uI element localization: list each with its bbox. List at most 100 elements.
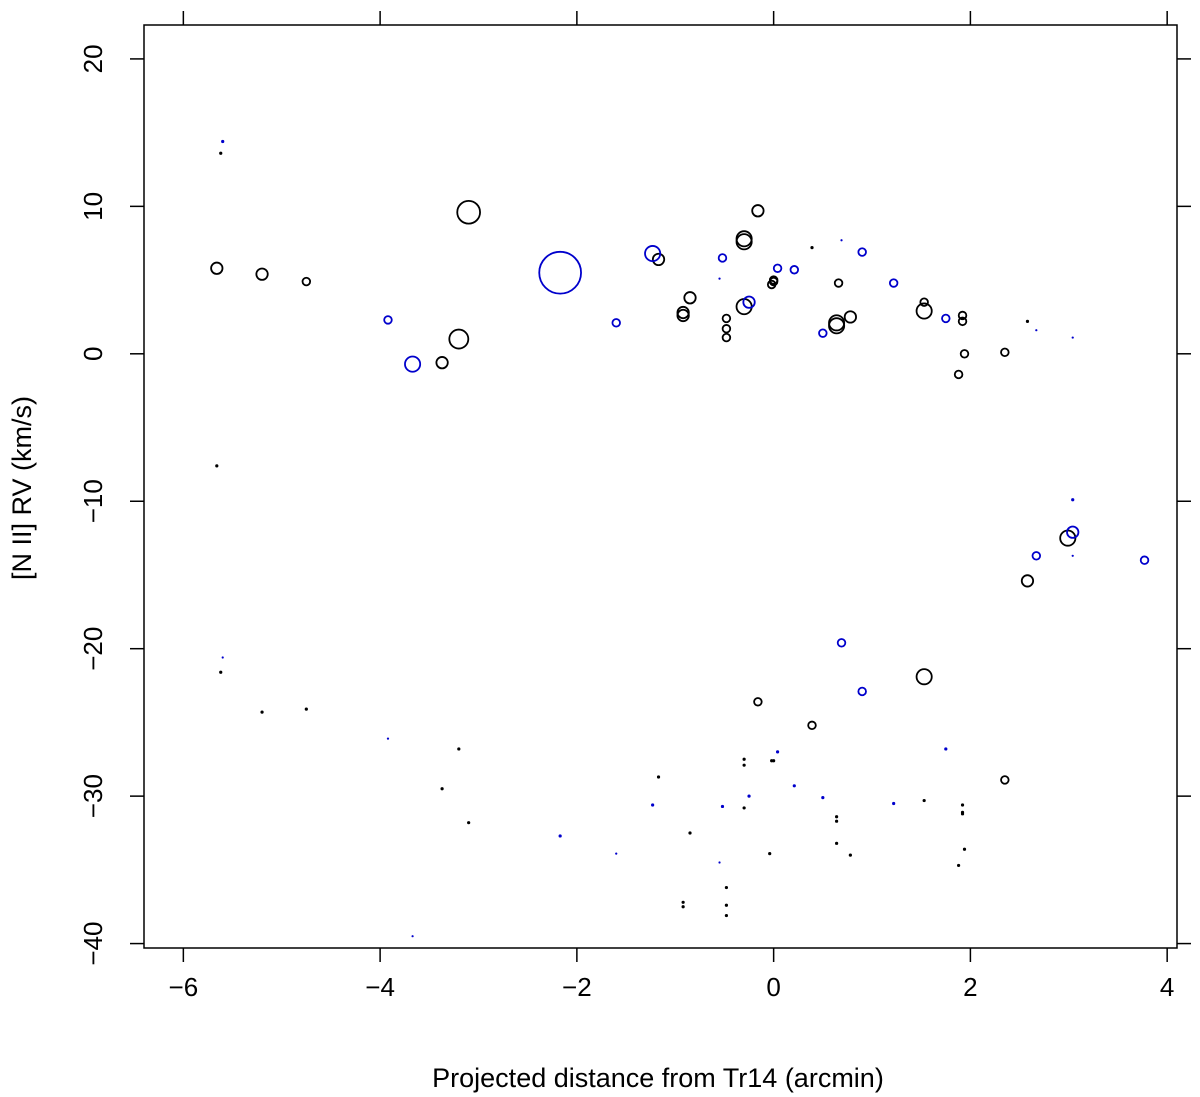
- data-point: [775, 750, 780, 754]
- data-point: [742, 757, 746, 761]
- data-point: [615, 852, 618, 855]
- data-point: [735, 233, 753, 251]
- data-point: [857, 686, 867, 697]
- data-point: [718, 277, 721, 280]
- y-tick-label: 10: [78, 192, 108, 221]
- data-point: [960, 812, 965, 816]
- y-tick-label: −20: [78, 627, 108, 671]
- data-point: [457, 747, 461, 751]
- y-tick-label: 0: [78, 347, 108, 361]
- data-point: [828, 317, 846, 335]
- data-point: [611, 318, 621, 328]
- data-point: [944, 747, 948, 751]
- data-point: [440, 787, 444, 791]
- data-point: [676, 308, 690, 323]
- data-point: [411, 935, 414, 938]
- data-point: [840, 239, 843, 242]
- data-point: [683, 291, 697, 305]
- data-point: [857, 247, 867, 257]
- data-point: [768, 275, 779, 285]
- data-point: [953, 369, 964, 380]
- data-point: [1071, 498, 1075, 502]
- data-point: [435, 356, 449, 370]
- data-point: [260, 710, 264, 714]
- data-point: [215, 464, 219, 468]
- data-point: [448, 328, 470, 350]
- data-point: [651, 252, 666, 267]
- data-point: [922, 798, 926, 803]
- data-point: [807, 720, 817, 731]
- data-point: [835, 815, 839, 819]
- data-point: [1066, 525, 1080, 539]
- data-point: [821, 796, 825, 800]
- data-point: [1031, 551, 1042, 561]
- data-point: [538, 250, 582, 295]
- data-point: [1071, 336, 1074, 339]
- plot-frame: [143, 24, 1178, 949]
- data-point: [558, 834, 562, 838]
- data-points: [210, 139, 1150, 938]
- data-point: [941, 313, 951, 324]
- data-point: [742, 295, 756, 309]
- x-tick-label: 4: [1160, 972, 1174, 1002]
- data-point: [681, 905, 685, 909]
- data-point: [717, 253, 728, 263]
- data-point: [742, 806, 746, 810]
- data-point: [304, 707, 308, 711]
- x-tick-label: −4: [365, 972, 395, 1002]
- data-point: [1000, 775, 1010, 785]
- data-point: [718, 861, 721, 864]
- data-point: [383, 315, 393, 325]
- x-tick-label: −6: [169, 972, 199, 1002]
- data-point: [720, 804, 725, 809]
- data-point: [1035, 329, 1038, 332]
- data-point: [836, 638, 847, 648]
- data-point: [1071, 554, 1074, 557]
- data-point: [835, 841, 839, 845]
- data-point: [792, 784, 796, 788]
- data-point: [835, 819, 839, 823]
- data-point: [789, 265, 799, 275]
- data-point: [956, 863, 961, 868]
- data-point: [888, 278, 899, 288]
- data-point: [656, 775, 661, 779]
- data-point: [221, 139, 225, 144]
- data-point: [959, 349, 970, 359]
- data-point: [747, 794, 751, 798]
- y-tick-label: −10: [78, 479, 108, 523]
- data-point: [751, 204, 765, 218]
- data-point: [210, 261, 224, 275]
- data-point: [724, 885, 729, 890]
- y-tick-label: 20: [78, 44, 108, 73]
- data-point: [766, 279, 777, 290]
- data-point: [772, 759, 776, 763]
- data-point: [721, 332, 732, 343]
- data-point: [753, 697, 763, 707]
- data-point: [772, 263, 783, 273]
- data-point: [301, 276, 312, 287]
- data-point: [848, 853, 852, 857]
- data-point: [818, 328, 828, 338]
- x-tick-label: 2: [963, 972, 977, 1002]
- data-point: [962, 847, 967, 851]
- data-point: [960, 803, 965, 807]
- data-point: [919, 297, 929, 307]
- data-point: [681, 900, 685, 904]
- data-point: [957, 316, 968, 327]
- data-point: [724, 903, 729, 907]
- data-point: [467, 821, 471, 825]
- x-axis-title: Projected distance from Tr14 (arcmin): [432, 1063, 884, 1093]
- data-point: [843, 310, 857, 324]
- data-point: [1020, 574, 1035, 588]
- data-point: [724, 913, 729, 918]
- data-point: [1000, 347, 1010, 358]
- y-tick-label: −30: [78, 774, 108, 818]
- y-axis-title: [N II] RV (km/s): [7, 396, 37, 580]
- data-point: [721, 313, 732, 324]
- data-point: [768, 852, 772, 856]
- data-point: [892, 801, 896, 806]
- data-point: [1025, 319, 1030, 323]
- data-point: [404, 355, 422, 373]
- x-tick-label: −2: [562, 972, 592, 1002]
